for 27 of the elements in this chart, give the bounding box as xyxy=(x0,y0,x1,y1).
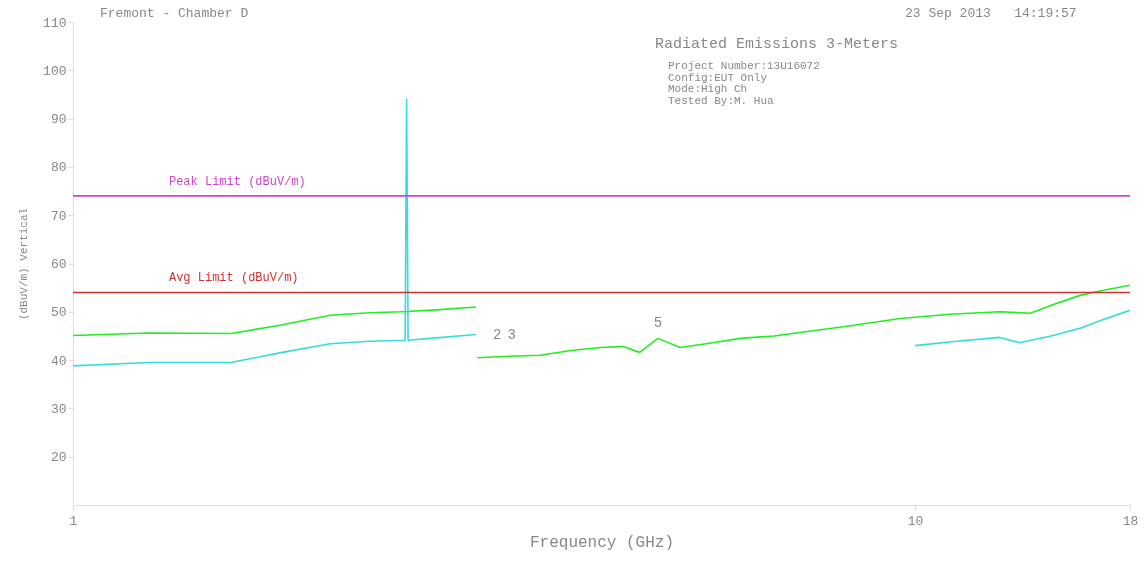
x-axis-title: Frequency (GHz) xyxy=(529,533,675,552)
y-axis-title: (dBuV/m) Vertical xyxy=(18,207,31,321)
y-tick-label: 90 xyxy=(50,112,67,128)
x-tick-label: 1 xyxy=(69,513,78,529)
y-tick-label: 30 xyxy=(50,401,67,417)
annotation: 3 xyxy=(507,327,517,344)
text: Fremont - Chamber D xyxy=(100,6,249,21)
x-tick-label: 18 xyxy=(1122,513,1139,529)
y-tick-label: 100 xyxy=(43,63,67,79)
y-tick-label: 50 xyxy=(50,305,67,321)
y-tick-label: 70 xyxy=(50,208,67,224)
annotation: Config:EUT Only xyxy=(668,71,768,84)
y-tick-label: 40 xyxy=(50,353,67,369)
annotation: Tested By:M. Hua xyxy=(668,94,774,107)
x-tick-label: 10 xyxy=(907,513,924,529)
ref-line-label: Peak Limit (dBuV/m) xyxy=(168,174,306,189)
text: Radiated Emissions 3-Meters xyxy=(655,36,899,53)
y-tick-label: 80 xyxy=(50,160,67,176)
y-tick-label: 60 xyxy=(50,257,67,272)
annotation: 2 xyxy=(493,327,502,344)
y-tick-label: 110 xyxy=(43,15,67,31)
ref-line-label: Avg Limit (dBuV/m) xyxy=(168,271,299,286)
annotation: 5 xyxy=(653,315,663,332)
annotation: Mode:High Ch xyxy=(668,83,748,95)
annotation: Project Number:13U16072 xyxy=(668,60,820,72)
text: 23 Sep 2013 14:19:57 xyxy=(905,6,1077,21)
y-tick-label: 20 xyxy=(50,450,67,466)
